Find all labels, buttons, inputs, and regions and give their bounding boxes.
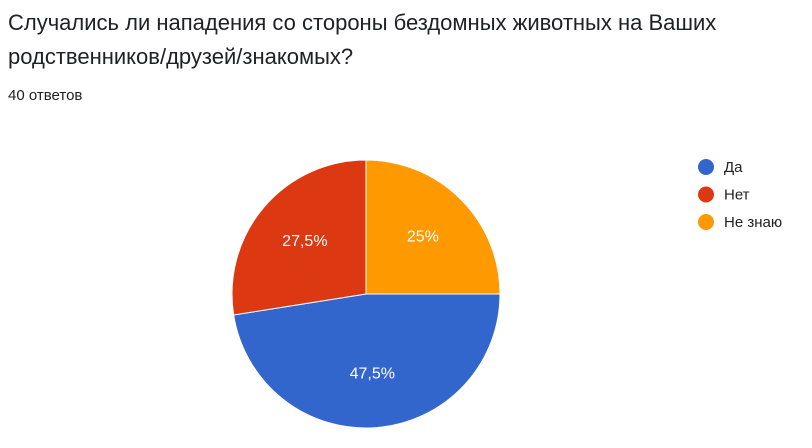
slice-label: 27,5% [282, 233, 327, 250]
pie-slice [231, 159, 367, 316]
slice-label: 47,5% [350, 365, 395, 382]
legend-label: Нет [724, 186, 750, 203]
legend-marker [698, 186, 714, 203]
pie-slice [233, 293, 501, 429]
slice-label: 25% [407, 228, 439, 245]
legend-label: Да [724, 159, 743, 176]
chart-title: Случались ли нападения со стороны бездом… [8, 10, 717, 69]
pie-slice [365, 159, 501, 295]
chart-subtitle: 40 ответов [8, 87, 83, 104]
legend-marker [698, 159, 714, 175]
legend-label: Не знаю [724, 214, 782, 231]
legend-marker [698, 214, 714, 230]
